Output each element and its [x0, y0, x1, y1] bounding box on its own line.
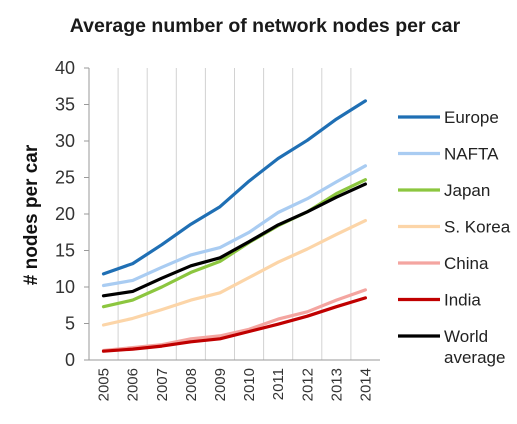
- series-line-world-average: [101, 182, 367, 298]
- y-tick-label: 15: [55, 241, 75, 261]
- y-tick-label: 10: [55, 277, 75, 297]
- legend-label-india: India: [444, 291, 481, 310]
- series-line-s-korea: [101, 219, 367, 327]
- x-tick-label: 2011: [270, 368, 287, 400]
- series-line-europe: [101, 99, 367, 276]
- x-tick-label: 2013: [328, 368, 345, 401]
- x-tick-label: 2005: [96, 368, 113, 401]
- series-line-japan: [101, 178, 367, 309]
- legend-label-europe: Europe: [444, 108, 499, 127]
- y-tick-label: 30: [55, 131, 75, 151]
- legend-label-china: China: [444, 254, 489, 273]
- series-line-india: [101, 296, 367, 353]
- legend-label-world-average: World average: [444, 327, 505, 367]
- legend: Europe NAFTA Japan S. Korea China India World a…: [398, 108, 511, 367]
- x-axis-ticks: 2005 2006 2007 2008 2009 2010 2011 2012 2013 2014: [96, 368, 375, 401]
- x-tick-label: 2009: [212, 368, 229, 401]
- y-tick-label: 40: [55, 58, 75, 78]
- y-tick-label: 0: [65, 350, 75, 370]
- x-tick-label: 2010: [241, 368, 258, 401]
- legend-label-nafta: NAFTA: [444, 145, 499, 164]
- chart-title: Average number of network nodes per car: [70, 15, 461, 37]
- y-tick-label: 25: [55, 168, 75, 188]
- legend-label-japan: Japan: [444, 181, 490, 200]
- x-tick-label: 2014: [357, 368, 374, 401]
- legend-label-s-korea: S. Korea: [444, 218, 511, 237]
- series-line-nafta: [101, 164, 367, 288]
- y-tick-label: 5: [65, 314, 75, 334]
- grid-lines: [117, 68, 352, 360]
- y-axis-label: # nodes per car: [21, 144, 42, 285]
- x-tick-label: 2008: [183, 368, 200, 401]
- y-tick-label: 20: [55, 204, 75, 224]
- y-axis-ticks: 0 5 10 15 20 25 30 35 40: [55, 58, 89, 370]
- y-tick-label: 35: [55, 95, 75, 115]
- series-lines: [101, 99, 367, 353]
- x-tick-label: 2006: [125, 368, 142, 401]
- x-tick-label: 2012: [299, 368, 316, 401]
- x-tick-label: 2007: [154, 368, 171, 401]
